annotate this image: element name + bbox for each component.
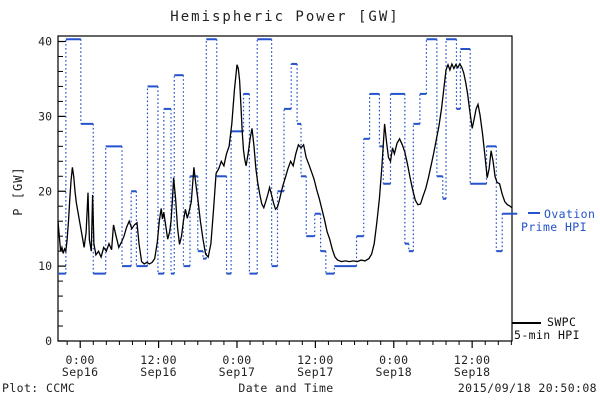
- ovation-legend-key-line: [528, 212, 540, 214]
- x-tick-date-label: Sep17: [297, 365, 334, 379]
- x-tick-date-label: Sep17: [219, 365, 256, 379]
- footer-plot-source: Plot: CCMC: [2, 381, 76, 395]
- x-tick-date-label: Sep16: [62, 365, 99, 379]
- footer-timestamp: 2015/09/18 20:50:08: [457, 381, 597, 395]
- y-tick-label: 10: [38, 259, 52, 273]
- x-tick-time-label: 0:00: [222, 353, 251, 367]
- ovation-legend-line2: Prime HPI: [521, 220, 587, 234]
- y-tick-label: 0: [45, 334, 52, 348]
- x-tick-time-label: 12:00: [454, 353, 491, 367]
- y-tick-label: 40: [38, 35, 52, 49]
- swpc-legend-line1: SWPC: [547, 315, 577, 329]
- x-tick-date-label: Sep18: [375, 365, 412, 379]
- y-tick-label: 20: [38, 184, 52, 198]
- y-tick-label: 30: [38, 109, 52, 123]
- y-axis-label: P [GW]: [11, 166, 25, 216]
- x-tick-time-label: 0:00: [66, 353, 95, 367]
- x-tick-date-label: Sep16: [140, 365, 177, 379]
- chart-title: Hemispheric Power [GW]: [170, 9, 400, 25]
- x-tick-time-label: 12:00: [140, 353, 177, 367]
- swpc-legend-line2: 5-min HPI: [514, 328, 580, 342]
- x-tick-time-label: 12:00: [297, 353, 334, 367]
- swpc-line: [57, 62, 513, 265]
- plot-frame: [57, 35, 513, 342]
- swpc-legend-key-line: [512, 322, 541, 324]
- x-tick-time-label: 0:00: [379, 353, 408, 367]
- ovation-legend-line1: Ovation: [544, 207, 596, 221]
- x-tick-date-label: Sep18: [454, 365, 491, 379]
- x-axis-label: Date and Time: [238, 381, 334, 395]
